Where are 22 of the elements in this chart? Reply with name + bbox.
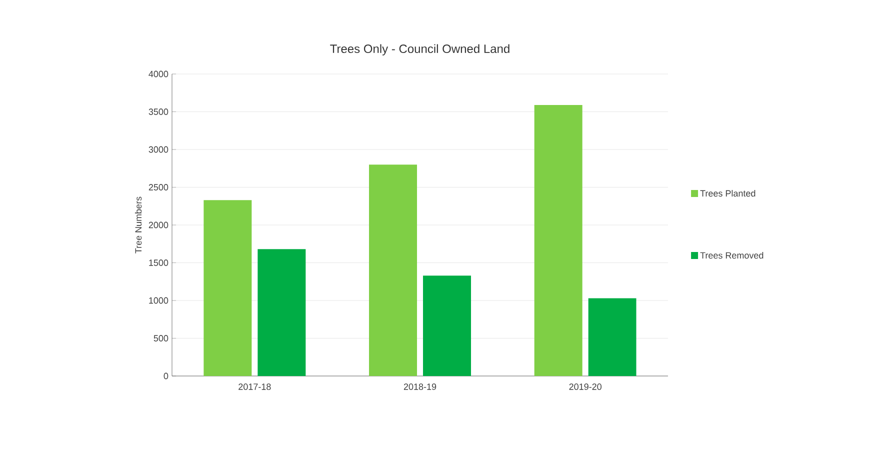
y-tick-label: 3500 [148,108,168,115]
bar [423,276,472,376]
x-tick-label: 2017-18 [238,384,271,390]
y-tick-label: 0 [164,372,168,380]
legend-label: Trees Removed [700,252,764,259]
y-tick-label: 1500 [149,260,168,266]
y-tick-label: 2000 [148,222,168,228]
bar [204,200,252,376]
legend-label: Trees Planted [700,190,756,197]
bar [588,298,636,376]
bar [534,104,582,376]
y-tick-label: 500 [154,335,168,342]
x-tick-label: 2019-20 [569,384,602,390]
bar [369,164,418,376]
y-tick-label: 4000 [148,70,168,78]
chart-title: Trees Only - Council Owned Land [330,44,510,56]
x-tick-label: 2018-19 [404,384,436,390]
y-axis-title: Tree Numbers [134,196,142,254]
y-tick-label: 2500 [148,184,168,190]
y-tick-label: 3000 [148,146,168,153]
bar [258,249,306,376]
y-tick-label: 1000 [149,297,168,304]
